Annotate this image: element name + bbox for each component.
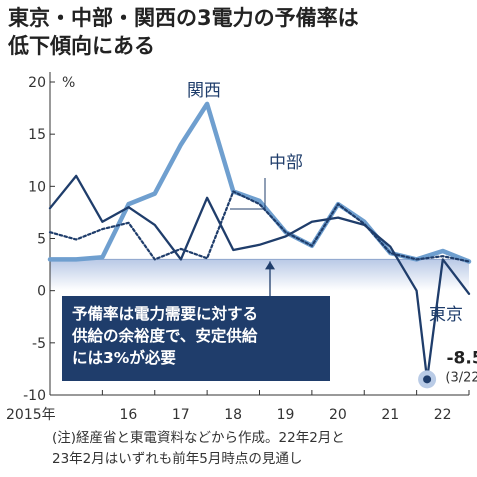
- min-date-label: (3/22): [445, 370, 477, 385]
- x-tick-label: 2015年: [6, 407, 56, 423]
- callout-line-1: 予備率は電力需要に対する: [72, 305, 259, 323]
- y-tick-label: 0: [37, 284, 46, 300]
- callout-line-2: 供給の余裕度で、安定供給: [72, 327, 258, 345]
- series-line-tokyo: [48, 174, 471, 381]
- chart-title: 東京・中部・関西の3電力の予備率は 低下傾向にある: [8, 4, 470, 60]
- y-tick-label: 10: [28, 179, 46, 195]
- series-label-kansai: 関西: [187, 81, 221, 101]
- x-tick-label: 18: [224, 407, 242, 423]
- y-tick-label: 5: [37, 232, 46, 248]
- band-callout: 予備率は電力需要に対する 供給の余裕度で、安定供給 には3%が必要: [62, 296, 330, 381]
- source-note: (注)経産省と東電資料などから作成。22年2月と 23年2月はいずれも前年5月時…: [52, 428, 472, 470]
- y-unit-label: %: [62, 75, 75, 91]
- x-tick-label: 19: [277, 407, 295, 423]
- series-label-chubu: 中部: [269, 153, 303, 173]
- callout-arrowhead: [265, 261, 275, 270]
- title-line-1: 東京・中部・関西の3電力の予備率は: [8, 6, 359, 30]
- callout-line-3: には3%が必要: [72, 349, 176, 367]
- note-line-2: 23年2月はいずれも前年5月時点の見通し: [52, 451, 303, 467]
- chubu-leader-line: [230, 178, 266, 210]
- band-rect: [50, 259, 469, 291]
- x-tick-label: 22: [434, 407, 452, 423]
- series-line-chubu: [48, 190, 471, 263]
- series-line-kansai: [47, 101, 472, 264]
- y-tick-label: -10: [23, 388, 46, 404]
- min-value-label: -8.5: [447, 348, 477, 368]
- series-layer: [47, 101, 472, 389]
- min-point-marker: [423, 375, 432, 384]
- x-tick-label: 21: [381, 407, 399, 423]
- y-tick-label: -5: [32, 336, 46, 352]
- x-tick-label: 16: [119, 407, 137, 423]
- band-layer: [50, 258, 469, 296]
- y-tick-label: 20: [28, 75, 46, 91]
- series-label-tokyo: 東京: [429, 305, 463, 325]
- x-tick-label: 17: [172, 407, 190, 423]
- note-line-1: (注)経産省と東電資料などから作成。22年2月と: [52, 430, 345, 446]
- title-line-2: 低下傾向にある: [8, 34, 155, 58]
- x-tick-label: 20: [329, 407, 347, 423]
- y-tick-label: 15: [28, 127, 46, 143]
